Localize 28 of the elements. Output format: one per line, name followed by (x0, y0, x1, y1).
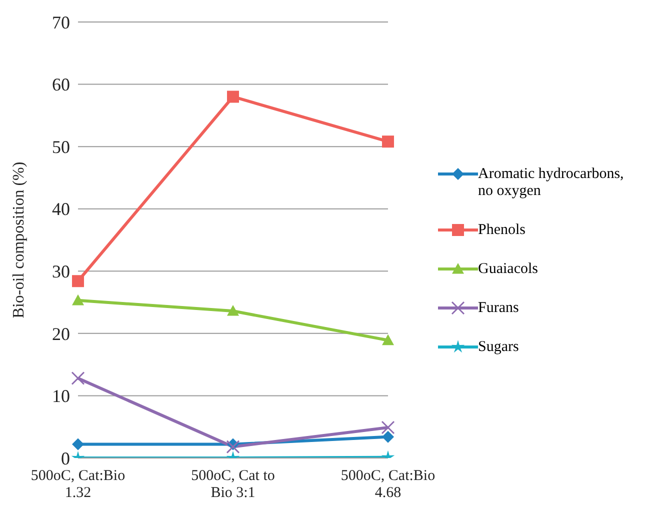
legend-label: Guaiacols (478, 260, 538, 278)
y-tick-label: 20 (52, 324, 70, 344)
x-tick-label: 500oC, Cat:Bio 1.32 (30, 468, 126, 501)
point (72, 438, 84, 450)
y-tick-label: 30 (52, 262, 70, 282)
x-tick-label: 500oC, Cat to Bio 3:1 (191, 468, 275, 501)
y-tick-label: 50 (52, 136, 70, 157)
point (382, 136, 394, 148)
legend-label: Sugars (478, 338, 519, 356)
legend-label: Furans (478, 300, 519, 316)
point (381, 420, 395, 434)
point (71, 372, 85, 386)
point (72, 275, 84, 288)
point (382, 430, 394, 443)
point (382, 334, 394, 346)
y-tick-label: 60 (52, 74, 70, 95)
point (227, 305, 239, 316)
legend-label: Phenols (478, 222, 526, 238)
point (226, 440, 240, 454)
y-axis-title: Bio-oil composition (%) (10, 162, 28, 318)
point (227, 90, 239, 103)
legend-label: Aromatic hydrocarbons, no oxygen (478, 166, 625, 200)
point (72, 294, 84, 306)
x-tick-label: 500oC, Cat:Bio 4.68 (340, 468, 436, 501)
y-tick-label: 0 (61, 448, 70, 468)
y-tick-label: 10 (52, 386, 70, 406)
y-tick-label: 70 (52, 12, 70, 32)
y-tick-label: 40 (52, 199, 70, 220)
